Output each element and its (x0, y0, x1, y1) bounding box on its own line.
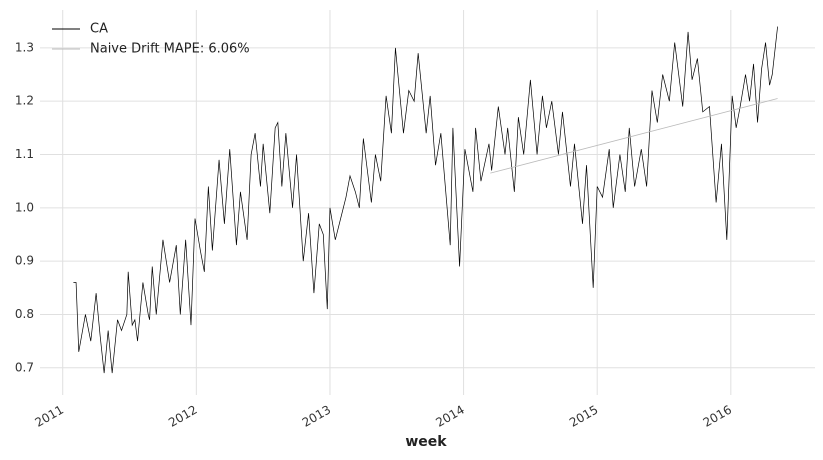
y-tick-label: 1.0 (15, 200, 34, 214)
legend-label: Naive Drift MAPE: 6.06% (90, 42, 250, 57)
y-tick-label: 0.8 (15, 307, 34, 321)
y-tick-label: 1.3 (15, 40, 34, 54)
y-tick-label: 0.7 (15, 360, 34, 374)
x-tick-label: 2012 (166, 403, 199, 430)
x-tick-label: 2015 (567, 403, 600, 430)
x-tick-label: 2014 (433, 403, 466, 430)
y-tick-label: 0.9 (15, 254, 34, 268)
legend-label: CA (90, 22, 108, 37)
x-tick-label: 2016 (701, 403, 734, 430)
x-axis-label: week (405, 434, 447, 450)
x-tick-label: 2011 (33, 403, 66, 430)
y-tick-label: 1.2 (15, 94, 34, 108)
data-line (73, 26, 778, 374)
y-tick-label: 1.1 (15, 147, 34, 161)
data-line (490, 98, 778, 174)
x-tick-label: 2013 (300, 403, 333, 430)
